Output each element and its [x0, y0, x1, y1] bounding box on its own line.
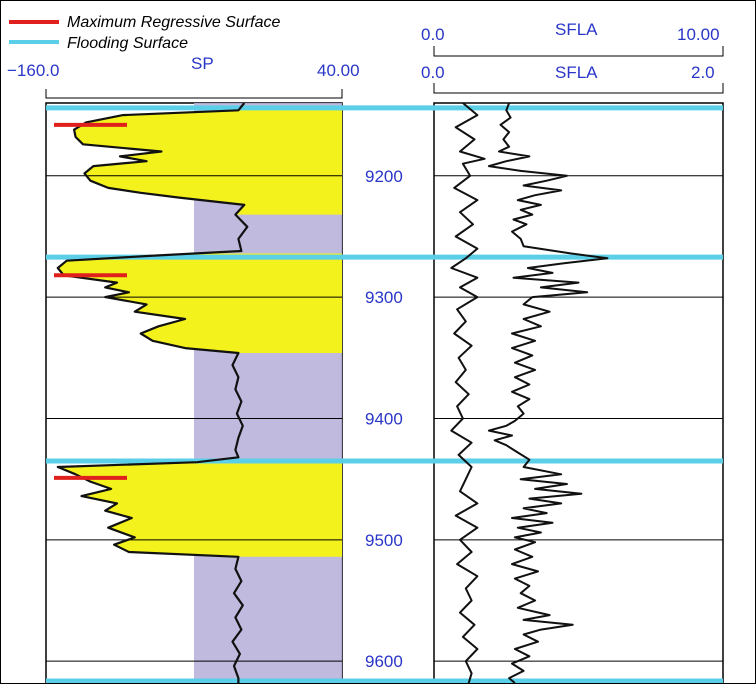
- legend: Maximum Regressive Surface Flooding Surf…: [9, 14, 281, 52]
- flooding-surfaces: [46, 105, 723, 683]
- sp-scale-max: 40.00: [317, 61, 360, 80]
- sfla-bottom-scale-name: SFLA: [555, 63, 598, 82]
- sp-curve: [56, 102, 249, 683]
- depth-label-9600: 9600: [365, 652, 403, 671]
- sfla-bottom-scale-bracket: [433, 83, 724, 94]
- sfla-top-scale-max: 10.00: [677, 25, 720, 44]
- sp-scale-name: SP: [191, 54, 214, 73]
- sfla-scale-header: 0.0 SFLA 10.00 0.0 SFLA 2.0: [421, 20, 724, 94]
- sp-scale-min: −160.0: [7, 61, 59, 80]
- sp-scale-header: −160.0 SP 40.00: [7, 54, 360, 99]
- sand-fill-layer: [57, 107, 343, 557]
- depth-gridlines: [46, 175, 723, 662]
- depth-label-9200: 9200: [365, 167, 403, 186]
- sfla-track-frame: [433, 102, 724, 683]
- sfla-curve-expanded: [487, 102, 609, 683]
- sfla-top-scale-bracket: [433, 46, 724, 57]
- legend-label-flooding: Flooding Surface: [67, 35, 188, 52]
- sp-scale-bracket: [45, 89, 343, 99]
- sand-fill-2: [57, 460, 343, 557]
- sfla-top-scale-min: 0.0: [421, 25, 445, 44]
- log-curves: [56, 102, 609, 683]
- max-regressive-surfaces: [54, 122, 127, 480]
- legend-label-max-regressive: Maximum Regressive Surface: [67, 14, 281, 31]
- sand-fill-0: [74, 107, 342, 215]
- sfla-bottom-scale-max: 2.0: [691, 63, 715, 82]
- depth-label-9400: 9400: [365, 409, 403, 428]
- sfla-curve-full-scale: [450, 102, 486, 683]
- depth-label-9300: 9300: [365, 288, 403, 307]
- depth-label-9500: 9500: [365, 531, 403, 550]
- sfla-bottom-scale-min: 0.0: [421, 63, 445, 82]
- sand-fill-1: [57, 253, 343, 353]
- sfla-top-scale-name: SFLA: [555, 20, 598, 39]
- depth-labels: 9200 9300 9400 9500 9600: [365, 167, 403, 671]
